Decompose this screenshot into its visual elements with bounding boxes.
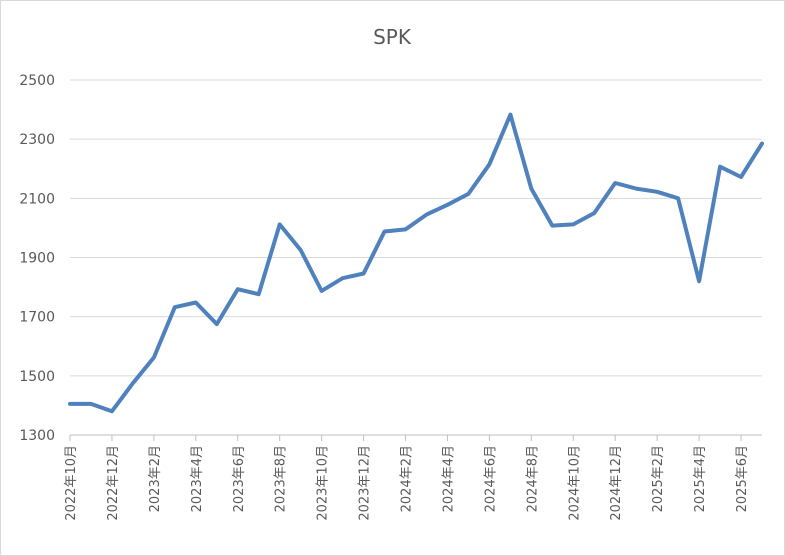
y-axis: 1300 1500 1700 1900 2100 2300 2500 bbox=[19, 73, 55, 444]
x-tick-label: 2023年8月 bbox=[274, 445, 289, 512]
gridlines bbox=[70, 79, 762, 436]
x-tick-label: 2022年12月 bbox=[106, 445, 121, 521]
y-tick-label: 2500 bbox=[19, 73, 55, 89]
x-tick-label: 2025年6月 bbox=[735, 445, 750, 512]
x-tick-label: 2023年6月 bbox=[232, 445, 247, 512]
x-tick-label: 2024年2月 bbox=[400, 445, 415, 512]
x-tick-label: 2025年4月 bbox=[693, 445, 708, 512]
x-tick-label: 2024年10月 bbox=[567, 445, 582, 521]
y-tick-label: 2300 bbox=[19, 132, 55, 148]
y-tick-label: 1900 bbox=[19, 251, 55, 267]
y-tick-label: 1500 bbox=[19, 369, 55, 385]
y-tick-label: 1700 bbox=[19, 310, 55, 326]
y-tick-label: 2100 bbox=[19, 191, 55, 207]
x-tick-label: 2025年2月 bbox=[651, 445, 666, 512]
x-tick-label: 2023年12月 bbox=[358, 445, 373, 521]
y-tick-label: 1300 bbox=[19, 428, 55, 444]
x-axis: 2022年10月 2022年12月 2023年2月 2023年4月 2023年6月 202… bbox=[64, 434, 762, 521]
x-tick-label: 2023年10月 bbox=[316, 445, 331, 521]
chart-title: SPK bbox=[373, 25, 412, 49]
series-line-0 bbox=[68, 112, 764, 414]
x-tick-label: 2023年2月 bbox=[148, 445, 163, 512]
x-tick-label: 2024年6月 bbox=[483, 445, 498, 512]
x-tick-label: 2024年4月 bbox=[441, 445, 456, 512]
x-tick-label: 2023年4月 bbox=[190, 445, 205, 512]
x-tick-label: 2022年10月 bbox=[64, 445, 79, 521]
x-tick-label: 2024年12月 bbox=[609, 445, 624, 521]
series-layer bbox=[68, 112, 764, 414]
x-tick-label: 2024年8月 bbox=[525, 445, 540, 512]
